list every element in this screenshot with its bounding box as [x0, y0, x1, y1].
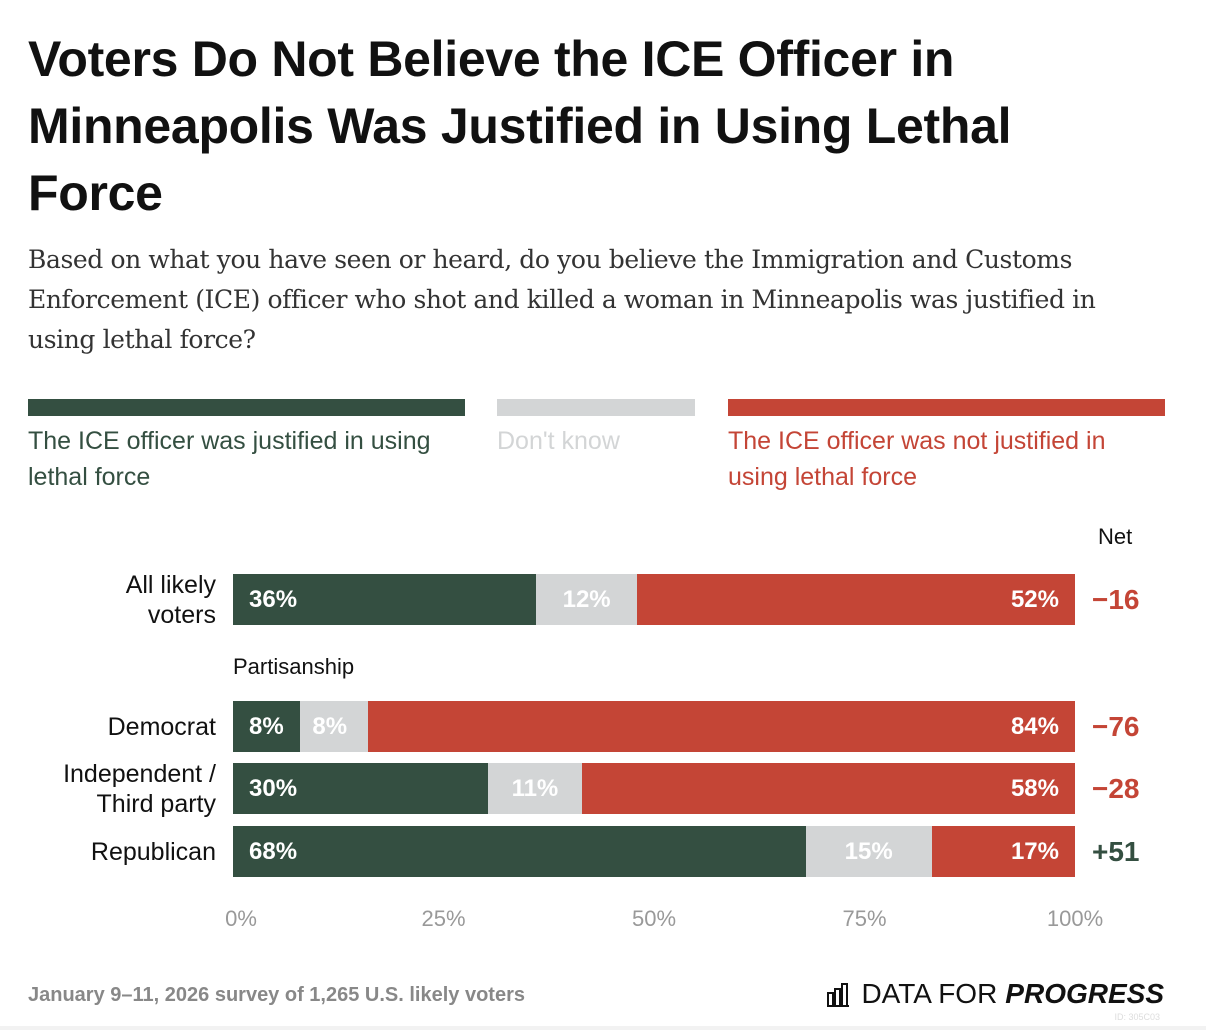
category-label-line: voters	[147, 600, 216, 629]
bar-segment-dont-know	[536, 574, 638, 625]
net-value: −16	[1092, 584, 1140, 615]
footer-source: January 9–11, 2026 survey of 1,265 U.S. …	[28, 984, 525, 1006]
logo-text-bold: PROGRESS	[1005, 978, 1164, 1009]
legend-item-1: Don't know	[497, 399, 695, 459]
data-label: 68%	[249, 838, 298, 865]
data-label: 52%	[1010, 586, 1059, 613]
bar-chart-logo-icon	[827, 983, 850, 1007]
category-label-line: Independent /	[63, 759, 216, 788]
x-tick-label: 50%	[631, 906, 677, 931]
data-label: 8%	[249, 713, 284, 740]
category-label-line: All likely	[125, 570, 216, 599]
x-tick-label: 75%	[842, 906, 887, 931]
bar-segment-justified	[233, 763, 489, 814]
category-label-line: Republican	[90, 837, 216, 866]
category-label: Republican	[91, 837, 216, 867]
category-label-line: Third party	[96, 789, 216, 818]
data-label: 15%	[844, 838, 893, 865]
data-label: 58%	[1010, 775, 1059, 802]
bar-segment-not-justified	[637, 574, 1075, 625]
category-label: Democrat	[108, 712, 216, 742]
category-label: Independent / Third party	[63, 759, 216, 819]
chart-id: ID: 305C03	[1114, 1012, 1160, 1022]
chart-subtitle: Based on what you have seen or heard, do…	[28, 245, 1096, 354]
bar-segment-justified	[233, 701, 301, 752]
data-label: 84%	[1010, 713, 1059, 740]
bar-segment-not-justified	[931, 826, 1075, 877]
legend-label: The ICE officer was justified in using l…	[28, 427, 431, 491]
legend-swatch	[497, 399, 695, 416]
legend-item-2: The ICE officer was not justified in usi…	[728, 399, 1165, 495]
bar-segment-justified	[233, 826, 806, 877]
bar-segment-dont-know	[300, 701, 368, 752]
legend-swatch	[728, 399, 1165, 416]
bottom-divider	[0, 1026, 1206, 1030]
chart-title: Voters Do Not Believe the ICE Officer in…	[28, 31, 1012, 221]
legend-label: The ICE officer was not justified in usi…	[728, 427, 1106, 491]
legend-item-0: The ICE officer was justified in using l…	[28, 399, 465, 495]
group-label-partisanship: Partisanship	[233, 654, 355, 679]
bar-segment-justified	[233, 574, 537, 625]
legend-swatch	[28, 399, 465, 416]
x-tick-label: 0%	[225, 906, 257, 931]
net-value: +51	[1092, 836, 1140, 867]
data-label: 8%	[312, 713, 348, 740]
legend-label: Don't know	[497, 427, 620, 455]
bar-segment-not-justified	[367, 701, 1075, 752]
net-value: −76	[1092, 711, 1140, 742]
category-label: All likely voters	[126, 570, 216, 630]
net-header: Net	[1098, 524, 1133, 549]
logo-text-light: DATA FOR	[861, 978, 998, 1009]
bar-segment-not-justified	[581, 763, 1075, 814]
category-label-line: Democrat	[107, 712, 216, 741]
data-label: 12%	[562, 586, 611, 613]
x-tick-label: 25%	[421, 906, 466, 931]
net-value: −28	[1092, 773, 1140, 804]
logo: DATA FOR PROGRESS	[827, 978, 1164, 1010]
data-label: 11%	[511, 775, 559, 802]
bar-segment-dont-know	[805, 826, 932, 877]
data-label: 17%	[1010, 838, 1059, 865]
data-label: 36%	[249, 586, 298, 613]
x-tick-label: 100%	[1046, 906, 1104, 931]
bar-segment-dont-know	[488, 763, 582, 814]
data-label: 30%	[249, 775, 298, 802]
